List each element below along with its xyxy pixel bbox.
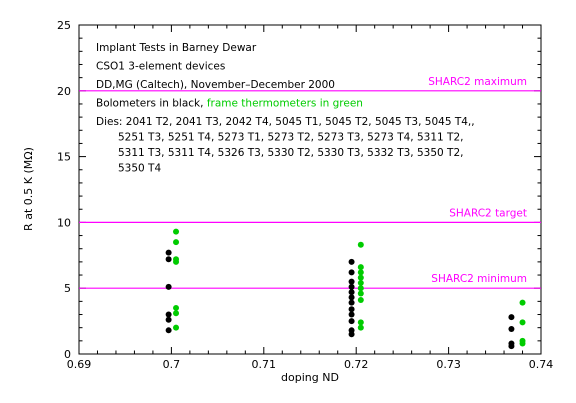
legend-segment: Bolometers in black, xyxy=(96,98,207,110)
data-point xyxy=(173,324,180,331)
data-point xyxy=(165,249,172,256)
data-point xyxy=(173,310,180,317)
x-tick-label: 0.72 xyxy=(344,358,369,371)
data-point xyxy=(357,285,364,292)
data-point xyxy=(173,258,180,265)
data-point xyxy=(165,327,172,334)
dies-line: 5350 T4 xyxy=(118,163,161,175)
data-point xyxy=(348,299,355,306)
x-tick-label: 0.74 xyxy=(529,358,554,371)
data-point xyxy=(348,294,355,301)
data-point xyxy=(519,319,526,326)
y-tick-label: 15 xyxy=(57,151,71,164)
x-tick-label: 0.71 xyxy=(252,358,277,371)
annotation-line: Implant Tests in Barney Dewar xyxy=(96,42,257,54)
data-point xyxy=(348,283,355,290)
data-point xyxy=(508,325,515,332)
data-point xyxy=(357,241,364,248)
annotation-line: DD,MG (Caltech), November–December 2000 xyxy=(96,79,335,91)
y-tick-label: 0 xyxy=(64,348,71,361)
x-tick-label: 0.73 xyxy=(436,358,461,371)
data-point xyxy=(348,306,355,313)
data-point xyxy=(508,343,515,350)
y-tick-label: 10 xyxy=(57,216,71,229)
data-point xyxy=(357,279,364,286)
data-points xyxy=(165,228,526,350)
annotations: Implant Tests in Barney Dewar CSO1 3-elem… xyxy=(96,42,475,175)
x-tick-label: 0.69 xyxy=(67,358,92,371)
data-point xyxy=(348,289,355,296)
annotation-line: CSO1 3-element devices xyxy=(96,61,225,73)
data-point xyxy=(165,256,172,263)
y-tick-label: 25 xyxy=(57,19,71,32)
data-point xyxy=(173,228,180,235)
data-point xyxy=(165,311,172,318)
data-point xyxy=(357,319,364,326)
y-axis-label: R at 0.5 K (MΩ) xyxy=(22,147,35,231)
plot-frame xyxy=(78,24,542,355)
data-point xyxy=(519,340,526,347)
y-tick-label: 5 xyxy=(64,282,71,295)
data-point xyxy=(357,324,364,331)
data-point xyxy=(165,283,172,290)
dies-line: 5311 T3, 5311 T4, 5326 T3, 5330 T2, 5330… xyxy=(118,147,463,159)
data-point xyxy=(348,269,355,276)
dies-line: 5251 T3, 5251 T4, 5273 T1, 5273 T2, 5273… xyxy=(118,132,463,144)
x-axis-label: doping ND xyxy=(281,371,339,384)
data-point xyxy=(173,304,180,311)
reference-line-label: SHARC2 target xyxy=(449,207,527,219)
legend-line: Bolometers in black, frame thermometers … xyxy=(96,98,363,110)
data-point xyxy=(357,269,364,276)
reference-line-label: SHARC2 maximum xyxy=(428,76,527,88)
y-tick-label: 20 xyxy=(57,85,71,98)
data-point xyxy=(173,239,180,246)
reference-lines: SHARC2 maximum SHARC2 target SHARC2 minimu… xyxy=(79,76,541,289)
data-point xyxy=(357,297,364,304)
data-point xyxy=(348,311,355,318)
data-point xyxy=(348,278,355,285)
data-point xyxy=(348,331,355,338)
data-point xyxy=(508,314,515,321)
data-point xyxy=(519,299,526,306)
x-tick-label: 0.7 xyxy=(163,358,181,371)
ticks-layer: 0.69 0.7 0.71 0.72 0.73 0.74 0 5 10 15 20 25 xyxy=(57,19,553,371)
data-point xyxy=(357,274,364,281)
dies-line: Dies: 2041 T2, 2041 T3, 2042 T4, 5045 T1… xyxy=(96,116,475,128)
data-point xyxy=(348,258,355,265)
legend-segment: frame thermometers in green xyxy=(207,98,363,110)
data-point xyxy=(357,290,364,297)
reference-line-label: SHARC2 minimum xyxy=(431,273,527,285)
data-point xyxy=(165,316,172,323)
data-point xyxy=(357,264,364,271)
data-point xyxy=(348,318,355,325)
